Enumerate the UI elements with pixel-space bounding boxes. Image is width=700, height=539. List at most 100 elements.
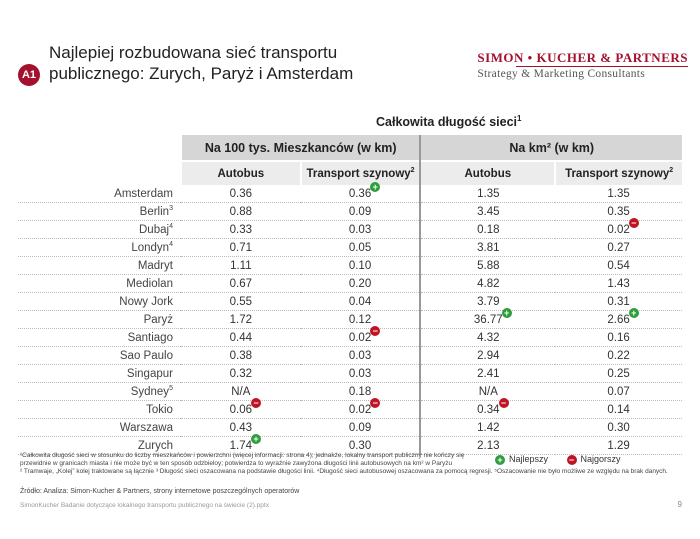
value-cell: 0.02−	[300, 397, 421, 419]
value-wrap: 0.02−	[349, 397, 381, 416]
logo-main-text: SIMON • KUCHER & PARTNERS	[477, 50, 688, 65]
value-cell: 4.82	[419, 274, 556, 293]
value-wrap: 0.22	[607, 350, 629, 362]
value-wrap: 1.35	[607, 188, 629, 200]
value-wrap: 1.42	[477, 422, 499, 434]
value-wrap: 2.41	[477, 368, 499, 380]
value-cell: 2.94	[419, 346, 556, 365]
value-cell: 0.34−	[419, 397, 556, 419]
value-text: 1.74	[229, 439, 253, 452]
legend-worst: − Najgorszy	[566, 454, 621, 465]
value-cell: 0.71	[180, 238, 301, 257]
plus-icon: +	[495, 454, 505, 465]
value-text: 0.03	[348, 223, 372, 236]
legend-worst-label: Najgorszy	[580, 454, 621, 464]
value-text: 0.18	[477, 223, 500, 236]
value-wrap: 0.32	[230, 368, 252, 380]
value-wrap: 1.72	[230, 314, 252, 326]
value-text: 0.14	[607, 403, 630, 416]
value-wrap: 0.06−	[229, 397, 262, 416]
value-wrap: 0.12	[349, 314, 371, 326]
value-wrap: 0.09	[349, 206, 371, 218]
value-text: 2.94	[477, 349, 500, 362]
value-text: 0.38	[229, 349, 253, 362]
page-number: 9	[677, 500, 682, 509]
city-label: Amsterdam	[114, 187, 173, 200]
value-cell: 0.33	[180, 220, 301, 239]
city-name: Amsterdam	[18, 185, 181, 203]
table-row: Tokio 0.06− 0.02− 0.34− 0.14	[18, 397, 682, 419]
value-cell: 0.88	[180, 202, 301, 221]
value-cell: 1.72	[180, 310, 301, 329]
table-row: Singapur 0.32 0.03 2.41 0.25	[18, 364, 682, 383]
value-cell: 0.32	[180, 364, 301, 383]
value-cell: 0.03	[300, 364, 421, 383]
value-text: 0.30	[607, 421, 630, 434]
value-wrap: 0.10	[349, 260, 371, 272]
value-wrap: 0.36	[230, 188, 252, 200]
city-name: Londyn4	[18, 238, 181, 257]
subheader-rail-2-label: Transport szynowy	[565, 167, 670, 180]
title-line-2: publicznego: Zurych, Paryż i Amsterdam	[49, 64, 354, 83]
value-wrap: 0.03	[349, 224, 371, 236]
minus-icon: −	[566, 454, 577, 465]
value-text: 0.02	[607, 223, 630, 236]
value-cell: 0.02−	[555, 217, 682, 239]
value-wrap: 0.14	[607, 404, 629, 416]
value-cell: 0.18	[300, 382, 421, 401]
subheader-bus-2: Autobus	[419, 160, 556, 185]
value-text: 0.03	[348, 367, 372, 380]
table-row: Santiago 0.44 0.02− 4.32 0.16	[18, 325, 682, 347]
value-text: 0.36	[348, 187, 372, 200]
value-cell: 3.79	[419, 292, 556, 311]
footnote-2: ² Tramwaje, „Kolej” kolej traktowane są …	[20, 468, 668, 475]
value-text: 0.54	[607, 259, 630, 272]
table-row: Amsterdam 0.36 0.36 +1.35 1.35	[18, 181, 682, 203]
value-cell: 0.10	[300, 256, 421, 275]
table-row: Nowy Jork 0.55 0.04 3.79 0.31	[18, 292, 682, 311]
table-caption: Całkowita długość sieci1	[376, 114, 521, 129]
value-text: 1.29	[607, 439, 630, 452]
network-length-table: Na 100 tys. Mieszkanców (w km) Na km² (w…	[18, 135, 682, 455]
value-text: 0.27	[607, 241, 630, 254]
city-label: Madryt	[137, 259, 173, 272]
worst-marker-icon: −	[628, 217, 639, 228]
value-wrap: 1.74 +	[229, 433, 262, 452]
city-name: Tokio	[18, 400, 181, 419]
value-wrap: 0.27	[607, 242, 629, 254]
city-name: Mediolan	[18, 274, 181, 293]
value-text: 0.06	[229, 403, 253, 416]
worst-marker-icon: −	[370, 325, 381, 336]
value-cell: 1.29	[555, 436, 682, 455]
value-cell: 0.06−	[180, 397, 301, 419]
value-text: 0.02	[348, 331, 372, 344]
city-label: Nowy Jork	[119, 295, 173, 308]
value-wrap: 36.77 +	[474, 307, 512, 326]
value-wrap: 0.18	[349, 386, 371, 398]
table-row: Warszawa 0.43 0.09 1.42 0.30	[18, 418, 682, 437]
value-wrap: 0.18	[477, 224, 499, 236]
value-cell: 1.35	[419, 185, 556, 203]
city-footnote-sup: 4	[169, 241, 173, 249]
value-text: 0.09	[348, 421, 372, 434]
value-text: 2.41	[477, 367, 500, 380]
value-cell: N/A	[180, 382, 301, 401]
city-name: Santiago	[18, 328, 181, 347]
subheader-rail-1-label: Transport szynowy	[306, 167, 411, 180]
value-wrap: 0.03	[349, 368, 371, 380]
value-cell: 0.30	[300, 436, 421, 455]
value-text: 0.36	[229, 187, 253, 200]
table-row: Mediolan 0.67 0.20 4.82 1.43	[18, 274, 682, 293]
value-cell: 2.66 +	[555, 307, 682, 329]
value-text: 0.09	[348, 205, 372, 218]
value-wrap: 3.45	[477, 206, 499, 218]
city-name: Sao Paulo	[18, 346, 181, 365]
value-wrap: N/A	[231, 386, 250, 398]
value-text: 0.05	[348, 241, 372, 254]
city-label: Sao Paulo	[119, 349, 173, 362]
value-text: 0.22	[607, 349, 630, 362]
value-text: 1.35	[477, 187, 500, 200]
value-wrap: 4.32	[477, 332, 499, 344]
value-text: N/A	[478, 385, 498, 398]
value-wrap: 0.25	[607, 368, 629, 380]
